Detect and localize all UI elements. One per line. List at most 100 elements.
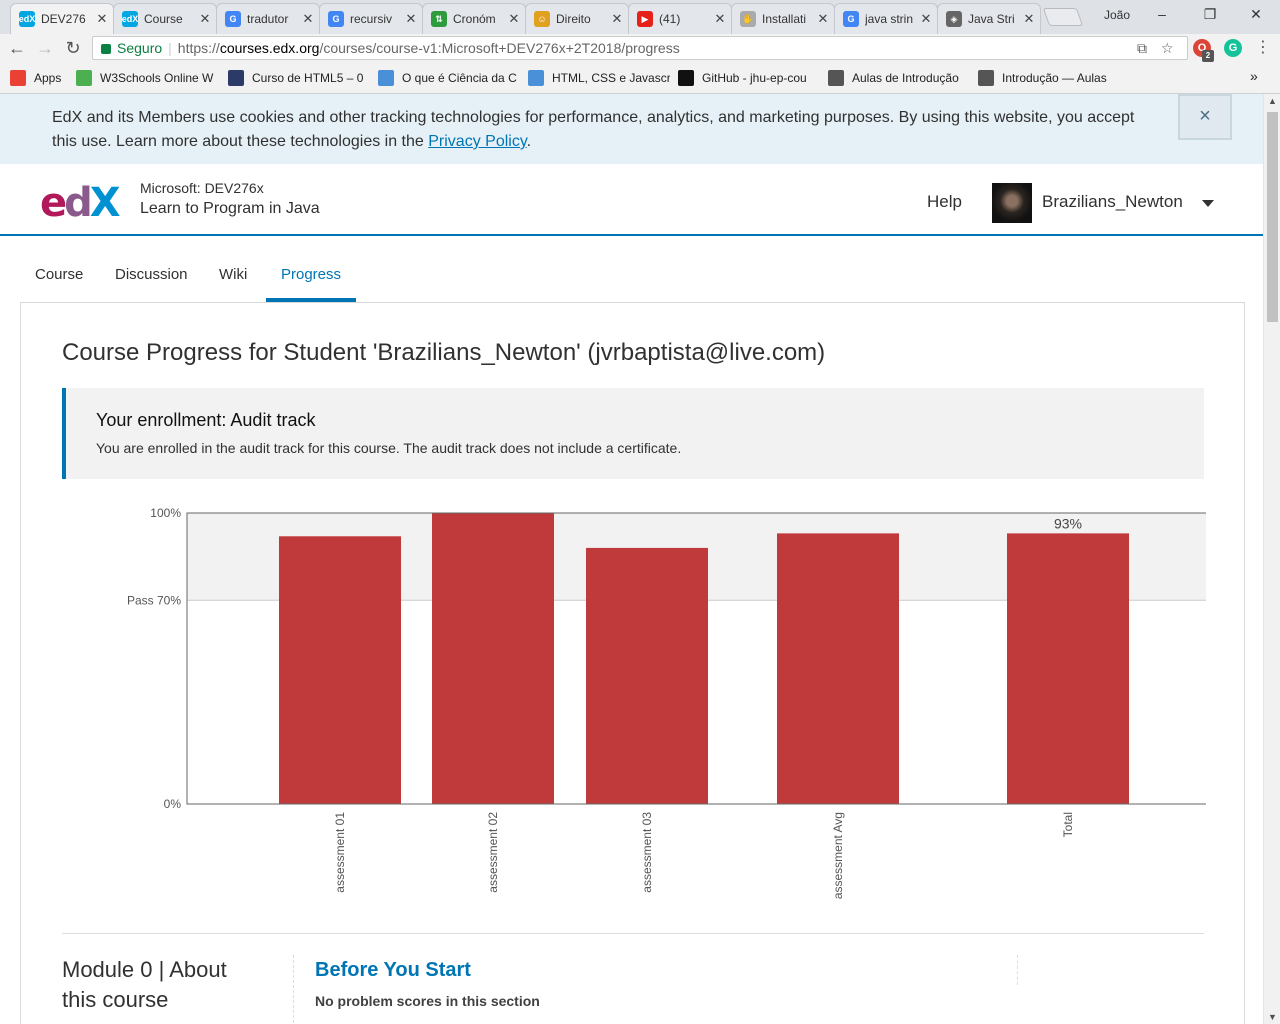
site-header: edX Microsoft: DEV276x Learn to Program … <box>0 164 1263 236</box>
more-bookmarks-icon[interactable]: » <box>1250 68 1258 84</box>
bookmark-item[interactable]: Apps <box>10 70 70 86</box>
secure-label: Seguro <box>117 40 163 56</box>
tab-favicon-icon: ▶ <box>637 11 653 27</box>
browser-profile-name[interactable]: João <box>1104 8 1131 22</box>
browser-tab[interactable]: ◈ Java Stri ✕ <box>937 3 1041 34</box>
browser-tab[interactable]: ☺ Direito ✕ <box>525 3 629 34</box>
browser-toolbar: ← → ↻ Seguro | https:// courses.edx.org … <box>0 34 1280 62</box>
tab-favicon-icon: ◈ <box>946 11 962 27</box>
bookmark-label: W3Schools Online W <box>100 71 214 85</box>
browser-tab[interactable]: edX Course ✕ <box>113 3 217 34</box>
bookmark-star-icon[interactable]: ☆ <box>1161 40 1174 56</box>
bookmark-label: Aulas de Introdução <box>852 71 959 85</box>
tab-title: (41) <box>659 12 681 26</box>
tab-title: DEV276 <box>41 12 86 26</box>
bookmark-item[interactable]: Aulas de Introdução <box>828 70 970 86</box>
bookmark-item[interactable]: HTML, CSS e Javascr <box>528 70 670 86</box>
bookmark-item[interactable]: Introdução — Aulas <box>978 70 1113 86</box>
username[interactable]: Brazilians_Newton <box>1042 192 1183 211</box>
browser-menu-icon[interactable]: ⋮ <box>1255 39 1271 56</box>
chart-bar <box>586 547 708 804</box>
minimize-icon[interactable]: – <box>1158 6 1166 22</box>
url-host: courses.edx.org <box>219 40 320 56</box>
chart-bar <box>279 536 401 804</box>
tab-close-icon[interactable]: ✕ <box>1023 11 1035 26</box>
tab-close-icon[interactable]: ✕ <box>405 11 417 26</box>
chart-bar <box>432 513 554 804</box>
browser-tab[interactable]: ▶ (41) ✕ <box>628 3 732 34</box>
tab-favicon-icon: G <box>843 11 859 27</box>
chart-bar <box>1007 533 1129 804</box>
tab-close-icon[interactable]: ✕ <box>817 11 829 26</box>
address-bar[interactable]: Seguro | https:// courses.edx.org /cours… <box>92 36 1188 60</box>
browser-tab[interactable]: ✋ Installati ✕ <box>731 3 835 34</box>
restore-icon[interactable]: ❐ <box>1203 6 1217 22</box>
tab-discussion[interactable]: Discussion <box>115 266 188 283</box>
x-tick-label: Total <box>1061 812 1075 837</box>
user-menu-dropdown-icon[interactable] <box>1202 200 1214 207</box>
forward-icon[interactable]: → <box>36 38 54 58</box>
tab-title: Direito <box>556 12 591 26</box>
grammarly-icon[interactable]: G <box>1224 39 1242 57</box>
bookmark-item[interactable]: O que é Ciência da C <box>378 70 520 86</box>
tab-title: Installati <box>762 12 807 26</box>
tab-close-icon[interactable]: ✕ <box>96 11 108 26</box>
tab-progress[interactable]: Progress <box>266 259 357 302</box>
edx-logo[interactable]: edX <box>40 180 121 226</box>
browser-tab[interactable]: ⇅ Cronóm ✕ <box>422 3 526 34</box>
section-title-link[interactable]: Before You Start <box>315 959 471 981</box>
url-path: /courses/course-v1:Microsoft+DEV276x+2T2… <box>319 40 680 56</box>
scroll-down-icon[interactable]: ▼ <box>1268 1012 1277 1022</box>
bookmark-item[interactable]: W3Schools Online W <box>76 70 216 86</box>
help-link[interactable]: Help <box>927 192 962 211</box>
logo-letter-d: d <box>64 180 93 226</box>
cookie-text-end: . <box>526 133 532 150</box>
page-content: EdX and its Members use cookies and othe… <box>0 94 1263 1024</box>
url-scheme: https:// <box>177 40 220 56</box>
tab-close-icon[interactable]: ✕ <box>714 11 726 26</box>
new-tab-button[interactable] <box>1042 8 1084 26</box>
vertical-scrollbar[interactable]: ▲ ▼ <box>1263 94 1280 1024</box>
reload-icon[interactable]: ↻ <box>65 38 81 58</box>
tab-close-icon[interactable]: ✕ <box>508 11 520 26</box>
extension-badge: 2 <box>1202 50 1214 62</box>
logo-letter-e: e <box>40 180 67 226</box>
scrollbar-thumb[interactable] <box>1267 112 1278 322</box>
tab-close-icon[interactable]: ✕ <box>611 11 623 26</box>
window-close-icon[interactable]: ✕ <box>1250 6 1262 22</box>
w3c-icon <box>828 70 844 86</box>
browser-tab[interactable]: edX DEV276 ✕ <box>10 3 114 34</box>
tab-course[interactable]: Course <box>35 266 84 283</box>
value-label: 93% <box>1054 515 1082 531</box>
avatar[interactable] <box>992 183 1032 223</box>
tab-favicon-icon: ✋ <box>740 11 756 27</box>
tab-close-icon[interactable]: ✕ <box>199 11 211 26</box>
scroll-up-icon[interactable]: ▲ <box>1268 96 1277 106</box>
tab-title: Course <box>144 12 183 26</box>
tab-wiki[interactable]: Wiki <box>219 266 248 283</box>
apps-grid-icon <box>10 70 26 86</box>
translate-icon[interactable]: ⧉ <box>1137 40 1147 56</box>
tab-close-icon[interactable]: ✕ <box>302 11 314 26</box>
cookie-close-button[interactable]: × <box>1178 94 1232 140</box>
cookie-banner: EdX and its Members use cookies and othe… <box>0 94 1263 164</box>
tab-close-icon[interactable]: ✕ <box>920 11 932 26</box>
tab-favicon-icon: G <box>225 11 241 27</box>
cookie-message: EdX and its Members use cookies and othe… <box>52 106 1152 154</box>
module-separator <box>293 955 294 1024</box>
bookmark-item[interactable]: GitHub - jhu-ep-cou <box>678 70 820 86</box>
privacy-policy-link[interactable]: Privacy Policy <box>428 133 527 150</box>
enrollment-message: Your enrollment: Audit track You are enr… <box>62 388 1204 479</box>
x-tick-label: assessment Avg <box>831 812 845 899</box>
chart-bar <box>777 533 899 804</box>
plot-frame <box>186 512 1206 805</box>
tab-favicon-icon: ☺ <box>534 11 550 27</box>
back-icon[interactable]: ← <box>8 38 26 58</box>
bookmark-item[interactable]: Curso de HTML5 – 0 <box>228 70 370 86</box>
course-org: Microsoft: DEV276x <box>140 180 264 196</box>
y-tick-label: 0% <box>164 797 182 811</box>
